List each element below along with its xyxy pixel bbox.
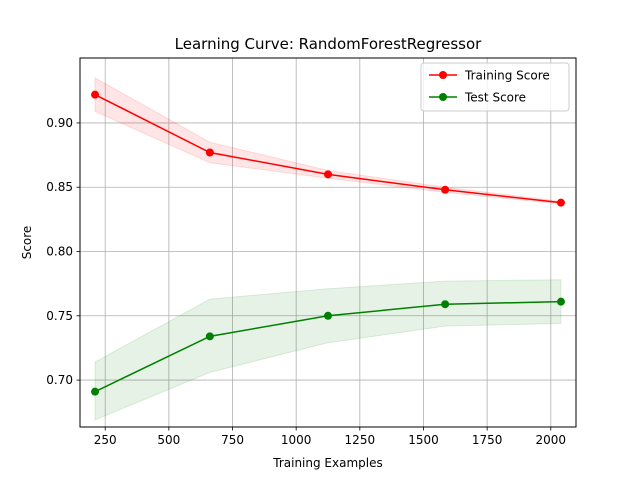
training-score-point xyxy=(205,148,214,157)
y-tick-label: 0.80 xyxy=(46,245,73,259)
x-tick-label: 250 xyxy=(94,433,117,447)
x-tick-label: 2000 xyxy=(536,433,567,447)
test-score-point xyxy=(91,387,100,396)
training-score-point xyxy=(324,170,332,179)
legend-test-label: Test Score xyxy=(464,91,526,105)
y-tick-label: 0.85 xyxy=(46,180,73,194)
test-score-point xyxy=(205,332,214,341)
x-tick-label: 750 xyxy=(221,433,244,447)
test-score-point xyxy=(324,311,332,320)
legend-training-marker xyxy=(439,71,447,79)
training-score-point xyxy=(441,185,450,194)
legend-test-marker xyxy=(439,93,447,101)
x-tick-label: 1250 xyxy=(345,433,376,447)
legend: Training Score Test Score xyxy=(420,62,570,112)
y-axis-title: Score xyxy=(20,226,34,260)
chart-title: Learning Curve: RandomForestRegressor xyxy=(175,35,482,53)
x-tick-label: 500 xyxy=(157,433,180,447)
y-tick-label: 0.70 xyxy=(46,373,73,387)
series-markers xyxy=(91,90,565,396)
axis-ticks: 250 500 750 1000 1250 1500 1750 2000 0.70 0.75 0.8… xyxy=(46,116,566,447)
y-tick-label: 0.90 xyxy=(46,116,73,130)
training-score-point xyxy=(556,198,565,207)
plot-frame xyxy=(79,57,577,428)
legend-training-label: Training Score xyxy=(464,69,550,83)
test-score-point xyxy=(441,300,450,309)
test-score-point xyxy=(556,297,565,306)
y-tick-label: 0.75 xyxy=(46,309,73,323)
test-score-band xyxy=(94,279,562,421)
x-tick-label: 1000 xyxy=(281,433,312,447)
training-score-point xyxy=(91,90,100,99)
x-axis-title: Training Examples xyxy=(272,456,382,470)
legend-box xyxy=(420,62,570,112)
x-tick-label: 1500 xyxy=(408,433,439,447)
x-tick-label: 1750 xyxy=(472,433,503,447)
